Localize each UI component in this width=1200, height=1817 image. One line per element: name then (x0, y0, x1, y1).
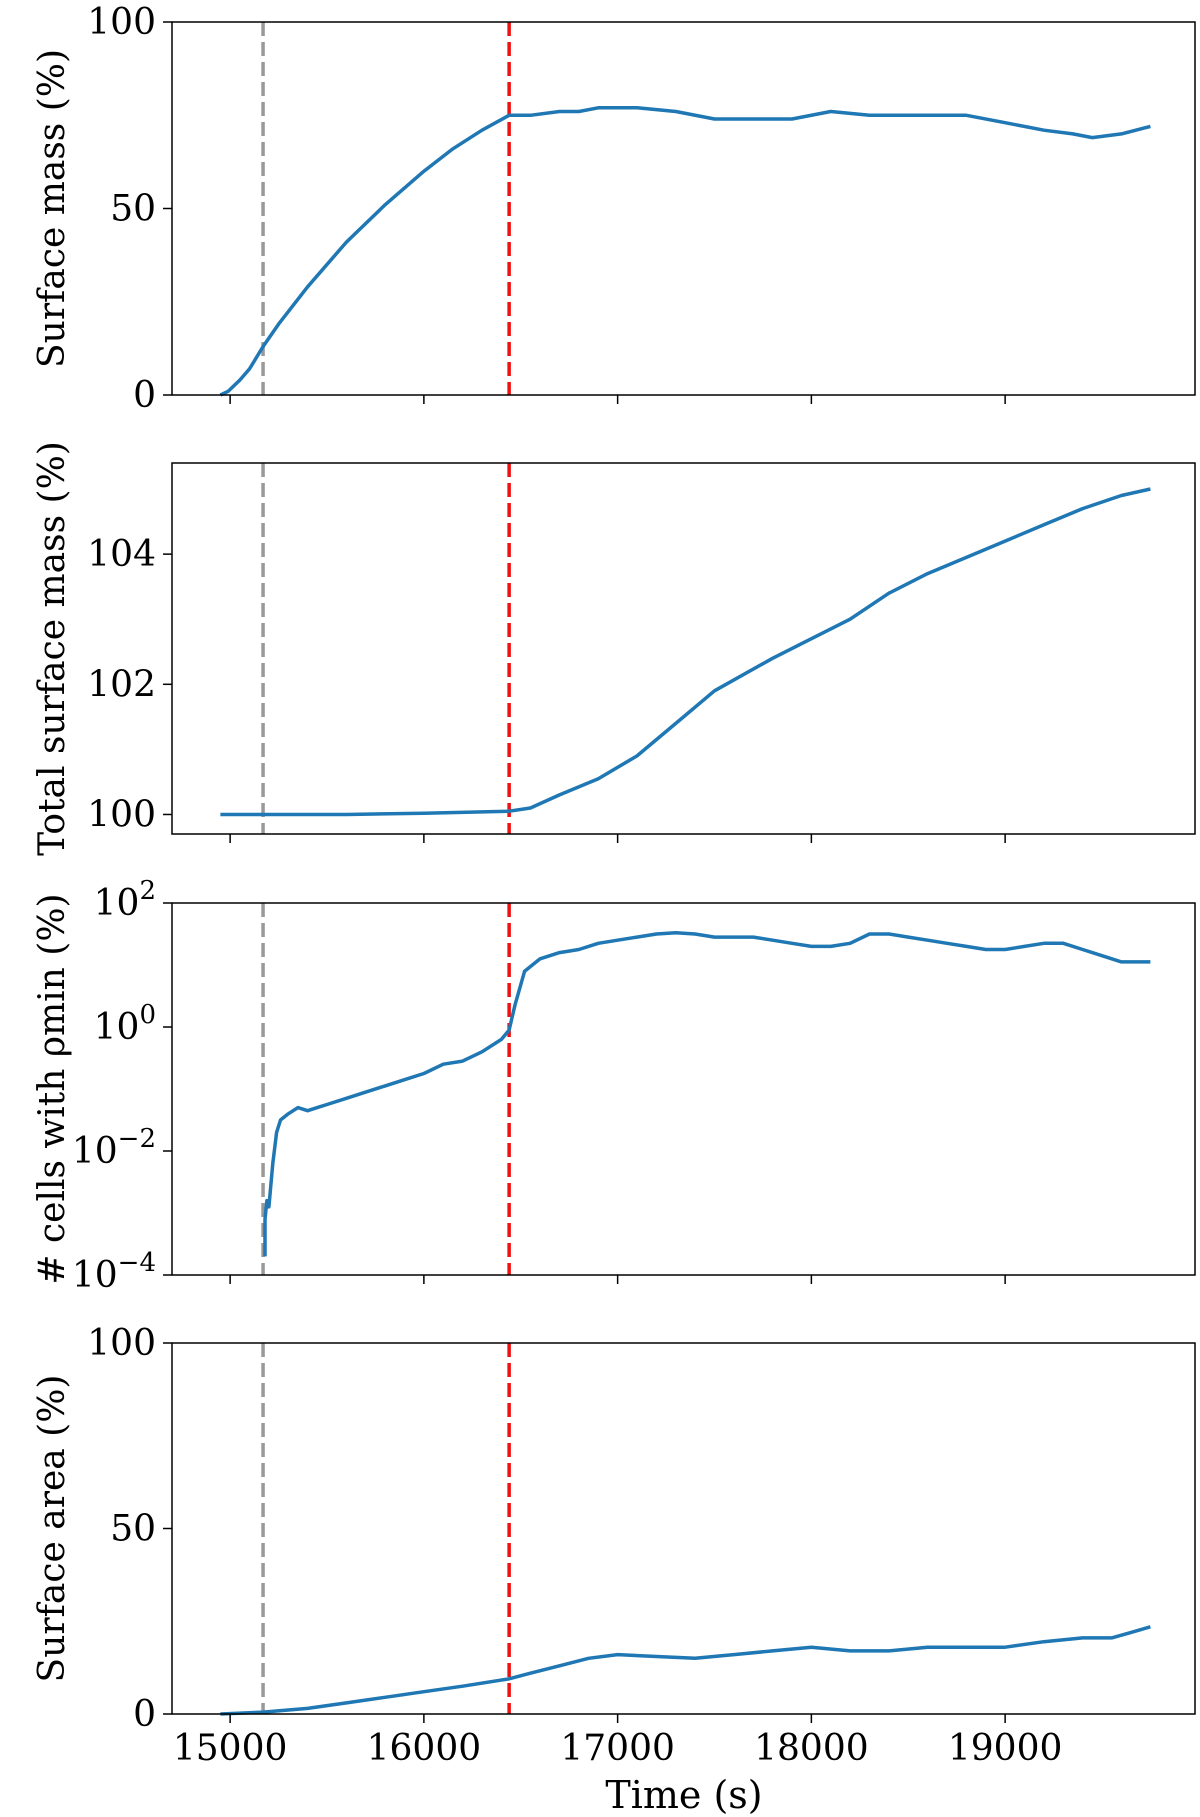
y-tick-label: 0 (133, 375, 156, 416)
panel-4: 15000 16000 17000 18000 19000 0 50 100 Surface a… (32, 1323, 1196, 1769)
series-line (220, 1625, 1151, 1716)
y-axis-label: Surface mass (%) (32, 49, 73, 368)
y-tick-label: 100 (87, 1323, 156, 1364)
y-tick-label: 0 (133, 1694, 156, 1735)
y-tick-label: 100 (94, 1000, 156, 1048)
y-axis-label: Total surface mass (%) (32, 441, 73, 856)
x-tick-label: 18000 (754, 1728, 869, 1769)
y-tick-label: 50 (110, 189, 156, 230)
panel-1: 0 50 100 Surface mass (%) (32, 2, 1196, 416)
axes-frame (171, 902, 1196, 1276)
y-tick-label: 10−4 (72, 1248, 156, 1296)
panel-2: 100 102 104 Total surface mass (%) (32, 441, 1196, 856)
series-line (263, 931, 1151, 1257)
y-tick-label: 10−2 (72, 1124, 156, 1172)
y-tick-label: 50 (110, 1509, 156, 1550)
x-tick-label: 16000 (367, 1728, 482, 1769)
axes-frame (171, 462, 1196, 835)
x-tick-label: 15000 (173, 1728, 288, 1769)
y-tick-label: 100 (87, 2, 156, 43)
y-axis-label: Surface area (%) (32, 1375, 73, 1683)
x-tick-label: 19000 (948, 1728, 1063, 1769)
x-tick-label: 17000 (560, 1728, 675, 1769)
y-tick-label: 102 (94, 876, 156, 924)
series-line (220, 487, 1151, 817)
panel-3: 10−4 10−2 100 102 # cells with ρmin (%) (32, 876, 1196, 1296)
y-tick-label: 100 (87, 794, 156, 835)
series-line (219, 106, 1151, 397)
y-tick-label: 102 (87, 664, 156, 705)
y-axis-label: # cells with ρmin (%) (32, 893, 73, 1284)
x-axis-label: Time (s) (605, 1773, 762, 1817)
axes-frame (171, 21, 1196, 396)
y-tick-label: 104 (87, 534, 156, 575)
